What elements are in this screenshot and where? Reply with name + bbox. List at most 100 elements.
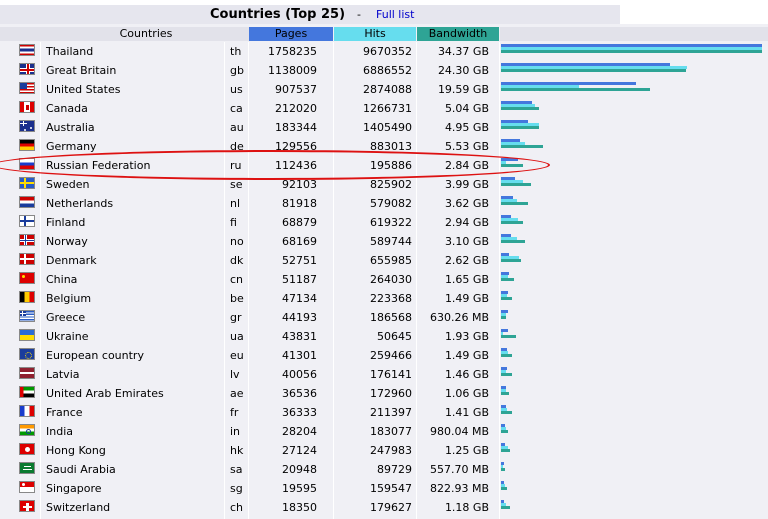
great-britain-flag-icon <box>19 63 35 75</box>
pages-bar <box>501 291 508 294</box>
table-row: Belgium be 47134 223368 1.49 GB <box>0 289 768 308</box>
hits-bar <box>501 389 506 392</box>
country-name: Latvia <box>46 368 80 381</box>
table-row: China cn 51187 264030 1.65 GB <box>0 270 768 289</box>
hits-bar <box>501 503 506 506</box>
country-name: Switzerland <box>46 501 111 514</box>
pages-bar <box>501 348 507 351</box>
pages-value: 47134 <box>282 292 317 305</box>
table-row: Great Britain gb 1138009 6886552 24.30 GB <box>0 61 768 80</box>
pages-bar <box>501 82 636 85</box>
hits-value: 6886552 <box>363 64 412 77</box>
pages-bar <box>501 139 520 142</box>
hits-bar <box>501 427 506 430</box>
table-row: Australia au 183344 1405490 4.95 GB <box>0 118 768 137</box>
hits-value: 186568 <box>370 311 412 324</box>
pages-bar <box>501 329 508 332</box>
table-row: Switzerland ch 18350 179627 1.18 GB <box>0 498 768 517</box>
bandwidth-value: 1.06 GB <box>444 387 489 400</box>
country-code: cn <box>230 273 244 286</box>
pages-value: 68879 <box>282 216 317 229</box>
hits-value: 183077 <box>370 425 412 438</box>
pages-bar <box>501 462 504 465</box>
country-name: Belgium <box>46 292 92 305</box>
table-row: Greece gr 44193 186568 630.26 MB <box>0 308 768 327</box>
netherlands-flag-icon <box>19 196 35 208</box>
country-code: gr <box>230 311 242 324</box>
pages-bar <box>501 500 504 503</box>
pages-value: 40056 <box>282 368 317 381</box>
table-row: Denmark dk 52751 655985 2.62 GB <box>0 251 768 270</box>
country-code: ae <box>230 387 244 400</box>
europe-flag-icon <box>19 348 35 360</box>
country-name: Singapore <box>46 482 102 495</box>
bandwidth-value: 1.49 GB <box>444 292 489 305</box>
country-code: au <box>230 121 244 134</box>
country-code: gb <box>230 64 244 77</box>
hits-value: 89729 <box>377 463 412 476</box>
hits-value: 176141 <box>370 368 412 381</box>
column-divider <box>224 42 225 519</box>
country-name: France <box>46 406 83 419</box>
bandwidth-value: 1.49 GB <box>444 349 489 362</box>
full-list-link[interactable]: Full list <box>376 8 415 21</box>
hits-value: 9670352 <box>363 45 412 58</box>
bandwidth-bar <box>501 240 525 243</box>
country-code: us <box>230 83 243 96</box>
country-name: Hong Kong <box>46 444 106 457</box>
bandwidth-bar <box>501 430 508 433</box>
highlight-circle <box>0 150 550 180</box>
column-divider <box>333 42 334 519</box>
pages-bar <box>501 367 507 370</box>
country-code: dk <box>230 254 244 267</box>
hits-value: 223368 <box>370 292 412 305</box>
column-divider <box>248 42 249 519</box>
country-name: Ukraine <box>46 330 89 343</box>
finland-flag-icon <box>19 215 35 227</box>
bandwidth-value: 1.46 GB <box>444 368 489 381</box>
bandwidth-bar <box>501 69 686 72</box>
hits-value: 619322 <box>370 216 412 229</box>
bandwidth-value: 1.93 GB <box>444 330 489 343</box>
bandwidth-value: 5.53 GB <box>444 140 489 153</box>
australia-flag-icon <box>19 120 35 132</box>
hits-value: 259466 <box>370 349 412 362</box>
bandwidth-bar <box>501 126 539 129</box>
pages-value: 183344 <box>275 121 317 134</box>
bandwidth-value: 2.62 GB <box>444 254 489 267</box>
bandwidth-bar <box>501 259 521 262</box>
table-row: France fr 36333 211397 1.41 GB <box>0 403 768 422</box>
hits-value: 579082 <box>370 197 412 210</box>
pages-bar <box>501 272 509 275</box>
bandwidth-bar <box>501 183 531 186</box>
column-divider <box>40 42 41 519</box>
country-code: in <box>230 425 241 438</box>
country-code: sg <box>230 482 243 495</box>
country-name: Thailand <box>46 45 94 58</box>
pages-bar <box>501 310 508 313</box>
hits-value: 264030 <box>370 273 412 286</box>
hits-bar <box>501 237 517 240</box>
table-row: Canada ca 212020 1266731 5.04 GB <box>0 99 768 118</box>
hits-value: 825902 <box>370 178 412 191</box>
france-flag-icon <box>19 405 35 417</box>
hits-bar <box>501 104 535 107</box>
bandwidth-bar <box>501 335 516 338</box>
pages-value: 18350 <box>282 501 317 514</box>
country-code: sa <box>230 463 243 476</box>
bandwidth-bar <box>501 145 543 148</box>
pages-bar <box>501 443 505 446</box>
table-row: Saudi Arabia sa 20948 89729 557.70 MB <box>0 460 768 479</box>
column-divider <box>416 42 417 519</box>
page-title: Countries (Top 25) <box>210 7 346 22</box>
hits-bar <box>501 332 503 335</box>
country-name: Finland <box>46 216 86 229</box>
country-name: Sweden <box>46 178 90 191</box>
hits-bar <box>501 351 508 354</box>
bandwidth-value: 34.37 GB <box>437 45 489 58</box>
bandwidth-value: 1.65 GB <box>444 273 489 286</box>
country-name: United Arab Emirates <box>46 387 164 400</box>
bandwidth-bar <box>501 316 506 319</box>
pages-value: 92103 <box>282 178 317 191</box>
pages-bar <box>501 196 513 199</box>
